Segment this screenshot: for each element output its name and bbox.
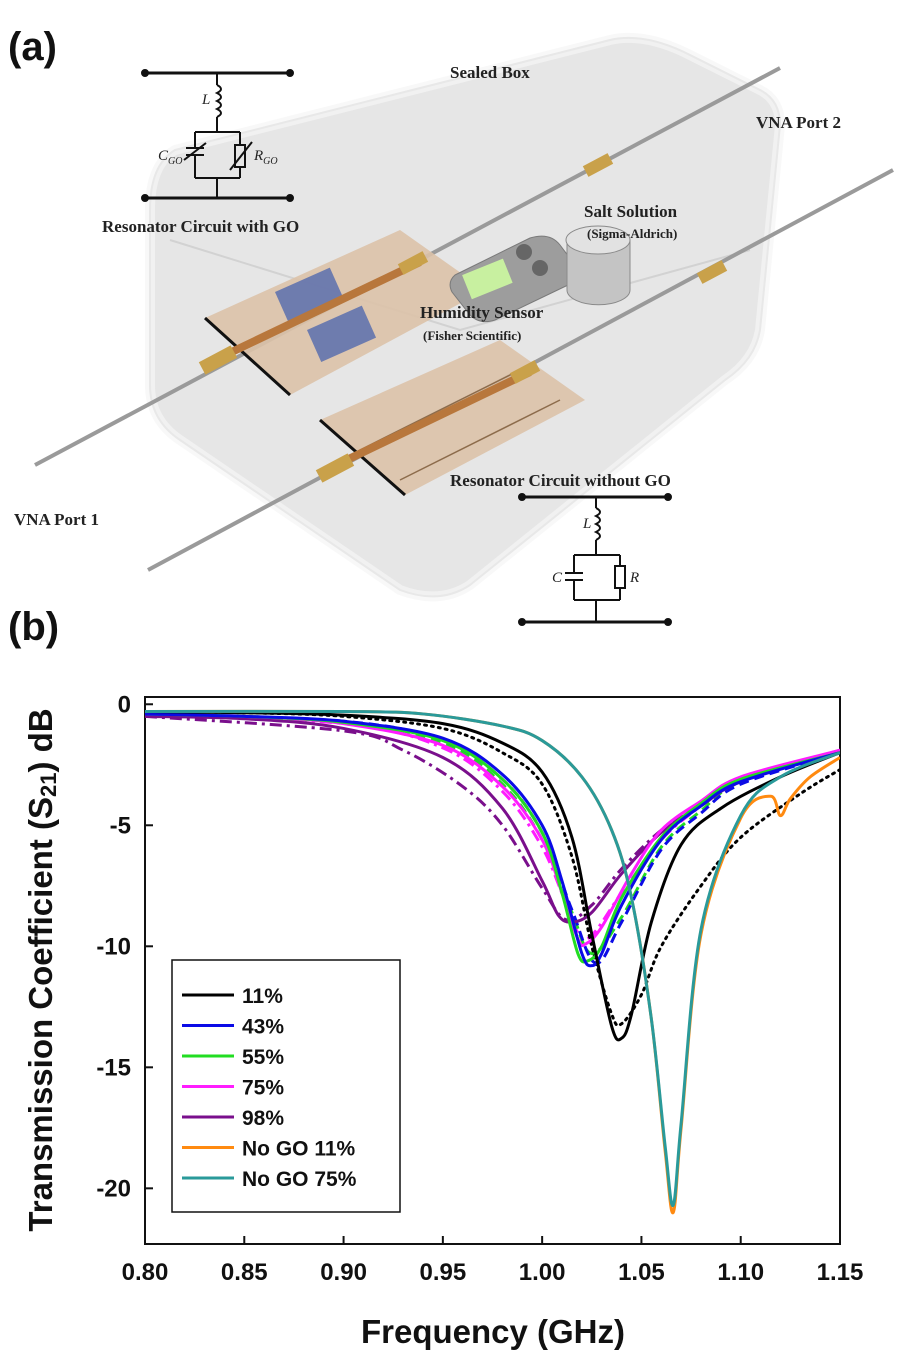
series-line-55- [145, 712, 840, 964]
x-tick-label: 0.90 [320, 1259, 367, 1286]
y-tick-label: -5 [110, 812, 131, 839]
series-line-55-measured-2- [145, 712, 840, 956]
series-group [145, 709, 840, 1215]
humidity-sensor-label: Humidity Sensor [420, 303, 544, 322]
y-axis-title: Transmission Coefficient (S21) dB [22, 708, 61, 1231]
sealed-box-label: Sealed Box [450, 63, 530, 82]
legend-label: 11% [242, 985, 283, 1008]
salt-solution-label: Salt Solution [584, 202, 678, 221]
y-tick-label: -20 [96, 1175, 131, 1202]
s21-chart: 0.80 0.85 0.90 0.95 1.00 1.05 1.10 1.15 0 -5 -10 -1… [96, 691, 863, 1286]
series-line-11-measured-2- [145, 710, 840, 1027]
plot-frame [144, 696, 841, 1245]
vna-port-2-label: VNA Port 2 [756, 113, 841, 132]
resonator-board-with-go [203, 230, 485, 397]
inductor-go-label: L [201, 92, 210, 108]
y-tick-label: -10 [96, 933, 131, 960]
x-axis-title: Frequency (GHz) [361, 1313, 625, 1350]
resonator-without-go-label: Resonator Circuit without GO [450, 471, 671, 490]
legend-label: 43% [242, 1016, 284, 1039]
series-line-43- [145, 712, 840, 968]
legend-label: 75% [242, 1077, 284, 1100]
circuit-diagram-without-go [518, 493, 672, 626]
resonator-with-go-label: Resonator Circuit with GO [102, 217, 299, 236]
salt-solution-jar [565, 225, 631, 306]
legend-label: No GO 75% [242, 1168, 357, 1191]
panel-a-label: (a) [8, 25, 57, 69]
x-tick-label: 1.05 [618, 1259, 665, 1286]
x-tick-label: 1.10 [717, 1259, 764, 1286]
humidity-sensor-sub-label: (Fisher Scientific) [423, 328, 521, 343]
legend-label: 98% [242, 1107, 284, 1130]
sma-connectors [198, 153, 728, 483]
resistor-label: R [629, 570, 639, 586]
y-tick-label: 0 [118, 691, 131, 718]
series-line-no-go-75- [145, 709, 840, 1207]
circuit-diagram-with-go [141, 69, 294, 202]
x-tick-label: 0.95 [419, 1259, 466, 1286]
x-tick-label: 0.85 [221, 1259, 268, 1286]
capacitor-go-label: CGO [158, 148, 182, 167]
capacitor-label: C [552, 570, 563, 586]
x-tick-label: 0.80 [122, 1259, 169, 1286]
panel-b-label: (b) [8, 605, 59, 649]
legend-label: 55% [242, 1046, 284, 1069]
resistor-go-label: RGO [253, 148, 278, 167]
sealed-box [145, 32, 786, 602]
humidity-sensor-device [449, 235, 577, 323]
y-tick-label: -15 [96, 1054, 131, 1081]
inductor-label: L [582, 516, 591, 532]
x-tick-label: 1.15 [817, 1259, 864, 1286]
series-line-43-measured-2- [145, 712, 840, 965]
series-line-11- [145, 710, 840, 1042]
legend-label: No GO 11% [242, 1138, 356, 1161]
vna-port-1-label: VNA Port 1 [14, 510, 99, 529]
x-tick-label: 1.00 [519, 1259, 566, 1286]
salt-solution-sub-label: (Sigma-Aldrich) [587, 226, 677, 241]
